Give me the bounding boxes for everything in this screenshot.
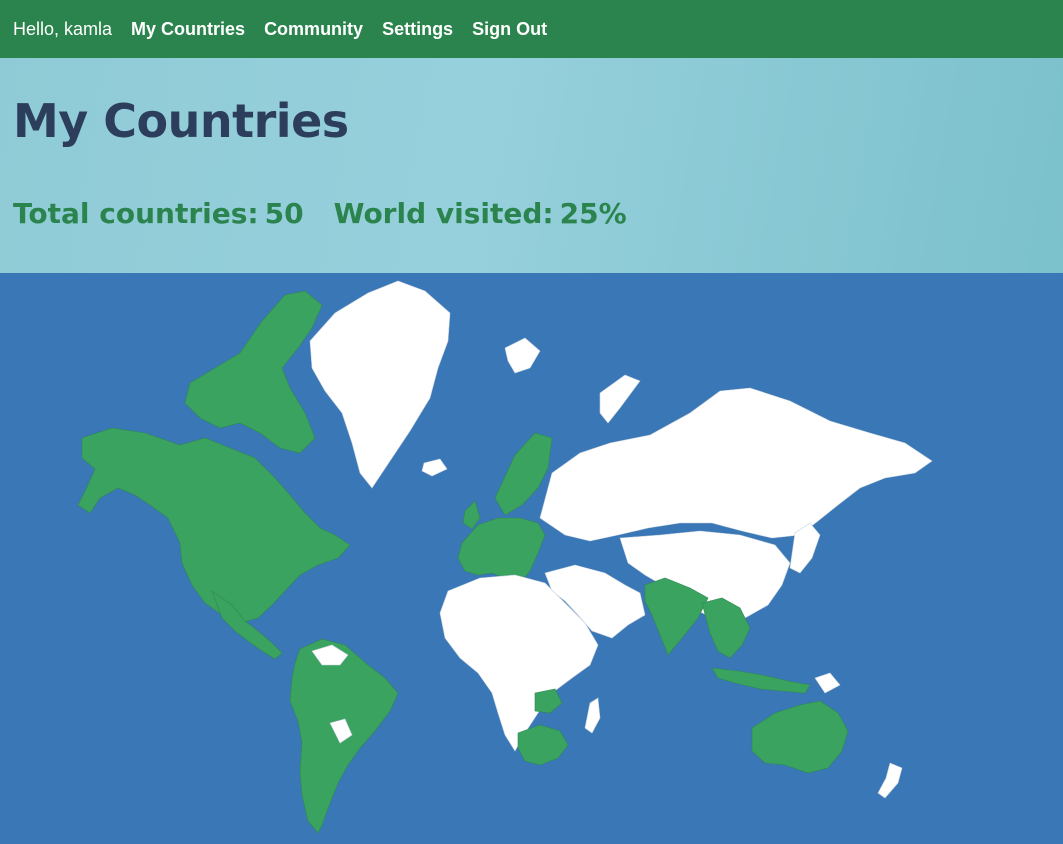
page-header: My Countries Total countries: 50 World vi…	[0, 58, 1063, 273]
region-north-america[interactable]	[77, 427, 351, 624]
region-papua[interactable]	[814, 672, 841, 694]
nav-settings[interactable]: Settings	[382, 18, 454, 39]
region-southeast-asia[interactable]	[701, 597, 751, 659]
region-greenland[interactable]	[309, 280, 451, 489]
total-countries-stat: Total countries: 50	[13, 197, 304, 230]
region-united-kingdom[interactable]	[462, 500, 481, 530]
region-central-america[interactable]	[211, 590, 283, 660]
user-greeting: Hello, kamla	[13, 18, 113, 39]
nav-my-countries[interactable]: My Countries	[131, 18, 246, 39]
total-countries-label: Total countries:	[13, 197, 259, 230]
nav-sign-out[interactable]: Sign Out	[472, 18, 548, 39]
world-visited-label: World visited:	[333, 197, 554, 230]
world-visited-stat: World visited: 25%	[334, 197, 627, 230]
world-visited-value: 25%	[559, 197, 627, 230]
region-iceland[interactable]	[421, 458, 448, 477]
region-svalbard[interactable]	[504, 337, 541, 374]
region-australia[interactable]	[751, 700, 849, 774]
total-countries-value: 50	[264, 197, 304, 230]
stats-row: Total countries: 50 World visited: 25%	[13, 197, 627, 230]
region-venezuela[interactable]	[311, 644, 349, 666]
region-north-africa[interactable]	[439, 574, 599, 752]
region-china[interactable]	[619, 530, 791, 622]
region-paraguay[interactable]	[329, 718, 353, 744]
region-middle-east[interactable]	[544, 564, 646, 639]
page-title: My Countries	[13, 94, 349, 148]
world-map-svg[interactable]	[0, 273, 1063, 844]
region-novaya-zemlya[interactable]	[599, 374, 641, 424]
region-western-europe[interactable]	[457, 517, 546, 584]
region-southern-africa[interactable]	[517, 724, 569, 766]
region-indonesia[interactable]	[711, 667, 811, 694]
region-india[interactable]	[644, 577, 709, 656]
nav-community[interactable]: Community	[264, 18, 364, 39]
region-zambia[interactable]	[534, 688, 563, 714]
region-russia[interactable]	[539, 387, 933, 542]
region-scandinavia[interactable]	[494, 432, 553, 516]
top-navigation: Hello, kamla My Countries Community Sett…	[0, 0, 1063, 58]
world-map[interactable]	[0, 273, 1063, 844]
region-japan[interactable]	[789, 522, 821, 574]
region-arctic-islands[interactable]	[184, 290, 323, 454]
region-new-zealand[interactable]	[877, 762, 903, 799]
region-madagascar[interactable]	[584, 697, 601, 734]
